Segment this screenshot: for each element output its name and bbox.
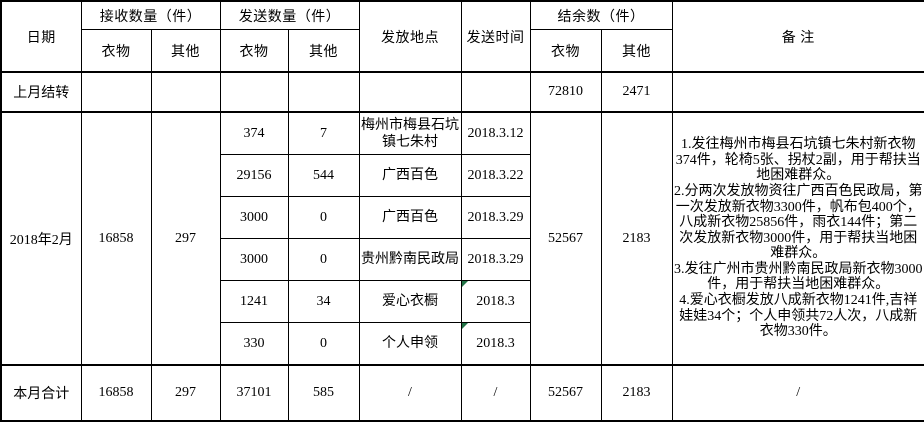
header-sent-qty: 发送数量（件） — [220, 1, 359, 30]
month-received-clothes: 16858 — [81, 112, 151, 365]
shipment-sent-other: 34 — [288, 281, 359, 323]
shipment-time-text: 2018.3 — [476, 294, 515, 309]
carryover-balance-clothes: 72810 — [530, 72, 601, 112]
empty-cell — [81, 72, 151, 112]
header-sent-other: 其他 — [288, 30, 359, 73]
shipment-sent-other: 0 — [288, 239, 359, 281]
total-received-clothes: 16858 — [81, 365, 151, 421]
shipment-time: 2018.3.29 — [461, 197, 530, 239]
shipment-location: 广西百色 — [359, 197, 461, 239]
empty-cell — [288, 72, 359, 112]
total-label: 本月合计 — [1, 365, 81, 421]
shipment-time: 2018.3 — [461, 281, 530, 323]
month-balance-clothes: 52567 — [530, 112, 601, 365]
shipment-sent-other: 544 — [288, 155, 359, 197]
header-received-clothes: 衣物 — [81, 30, 151, 73]
shipment-location: 梅州市梅县石坑镇七朱村 — [359, 112, 461, 155]
shipment-time-text: 2018.3 — [476, 336, 515, 351]
shipment-sent-clothes: 330 — [220, 323, 288, 366]
empty-cell — [672, 72, 924, 112]
header-date: 日期 — [1, 1, 81, 72]
remarks-item: 2.分两次发放物资往广西百色民政局，第一次发放新衣物3300件，帆布包400个，… — [673, 184, 924, 262]
total-location: / — [359, 365, 461, 421]
empty-cell — [220, 72, 288, 112]
excel-error-flag-icon — [462, 323, 468, 329]
shipment-sent-other: 0 — [288, 323, 359, 366]
shipment-sent-clothes: 1241 — [220, 281, 288, 323]
shipment-sent-other: 0 — [288, 197, 359, 239]
shipment-location: 爱心衣橱 — [359, 281, 461, 323]
header-received-qty: 接收数量（件） — [81, 1, 220, 30]
shipment-time: 2018.3.12 — [461, 112, 530, 155]
month-label: 2018年2月 — [1, 112, 81, 365]
header-send-time: 发送时间 — [461, 1, 530, 72]
excel-error-flag-icon — [462, 281, 468, 287]
remarks-item: 1.发往梅州市梅县石坑镇七朱村新衣物374件，轮椅5张、拐杖2副，用于帮扶当地困… — [673, 137, 924, 184]
total-balance-clothes: 52567 — [530, 365, 601, 421]
month-remarks: 1.发往梅州市梅县石坑镇七朱村新衣物374件，轮椅5张、拐杖2副，用于帮扶当地困… — [672, 112, 924, 365]
shipment-time: 2018.3.22 — [461, 155, 530, 197]
total-time: / — [461, 365, 530, 421]
shipment-location: 个人申领 — [359, 323, 461, 366]
header-balance-other: 其他 — [601, 30, 672, 73]
empty-cell — [151, 72, 220, 112]
shipment-sent-clothes: 3000 — [220, 197, 288, 239]
total-balance-other: 2183 — [601, 365, 672, 421]
shipment-sent-other: 7 — [288, 112, 359, 155]
total-received-other: 297 — [151, 365, 220, 421]
carryover-balance-other: 2471 — [601, 72, 672, 112]
carryover-label: 上月结转 — [1, 72, 81, 112]
header-balance-qty: 结余数（件） — [530, 1, 672, 30]
remarks-item: 3.发往广州市贵州黔南民政局新衣物3000件，用于帮扶当地困难群众。 — [673, 262, 924, 293]
header-row-1: 日期 接收数量（件） 发送数量（件） 发放地点 发送时间 结余数（件） 备 注 — [1, 1, 924, 30]
total-remarks: / — [672, 365, 924, 421]
carryover-row: 上月结转 72810 2471 — [1, 72, 924, 112]
header-remarks: 备 注 — [672, 1, 924, 72]
empty-cell — [359, 72, 461, 112]
header-location: 发放地点 — [359, 1, 461, 72]
empty-cell — [461, 72, 530, 112]
month-balance-other: 2183 — [601, 112, 672, 365]
month-received-other: 297 — [151, 112, 220, 365]
total-row: 本月合计 16858 297 37101 585 / / 52567 2183 … — [1, 365, 924, 421]
shipment-time: 2018.3.29 — [461, 239, 530, 281]
shipment-location: 广西百色 — [359, 155, 461, 197]
header-sent-clothes: 衣物 — [220, 30, 288, 73]
shipment-sent-clothes: 3000 — [220, 239, 288, 281]
shipment-time: 2018.3 — [461, 323, 530, 366]
header-received-other: 其他 — [151, 30, 220, 73]
total-sent-clothes: 37101 — [220, 365, 288, 421]
total-sent-other: 585 — [288, 365, 359, 421]
shipment-sent-clothes: 374 — [220, 112, 288, 155]
shipment-row: 2018年2月 16858 297 374 7 梅州市梅县石坑镇七朱村 2018… — [1, 112, 924, 155]
header-balance-clothes: 衣物 — [530, 30, 601, 73]
remarks-item: 4.爱心衣橱发放八成新衣物1241件,吉祥娃娃34个；个人申领共72人次，八成新… — [673, 293, 924, 340]
shipment-location: 贵州黔南民政局 — [359, 239, 461, 281]
shipment-sent-clothes: 29156 — [220, 155, 288, 197]
